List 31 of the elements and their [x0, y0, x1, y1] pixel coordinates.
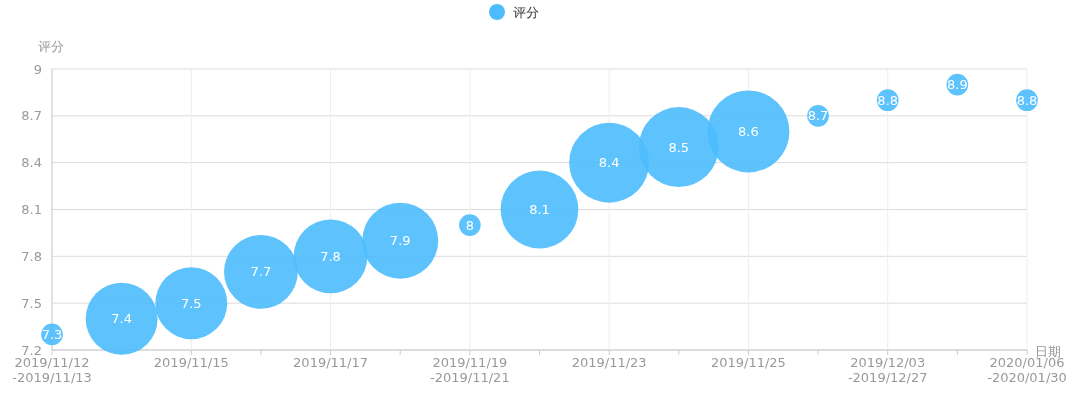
y-tick-label: 7.5	[21, 295, 42, 311]
x-tick-label: 2019/11/19 -2019/11/21	[430, 355, 510, 385]
data-label: 8.6	[738, 123, 759, 139]
data-label: 8.8	[877, 92, 899, 108]
y-axis-title: 评分	[38, 39, 64, 54]
data-label: 7.5	[180, 295, 202, 311]
data-label: 8.9	[947, 77, 968, 93]
y-tick-label: 8.4	[21, 155, 42, 171]
data-label: 7.3	[41, 326, 63, 342]
y-tick-label: 9	[33, 61, 42, 77]
data-label: 8.8	[1016, 92, 1038, 108]
data-label: 8.1	[529, 202, 550, 218]
x-tick-label: 2019/12/03 -2019/12/27	[847, 355, 928, 385]
data-label: 8.4	[598, 155, 620, 171]
y-tick-label: 7.2	[21, 342, 42, 358]
legend-label: 评分	[513, 4, 539, 20]
data-label: 7.7	[250, 264, 272, 280]
y-tick-label: 8.7	[21, 108, 42, 124]
data-label: 7.4	[111, 311, 132, 327]
x-tick-label: 2019/11/23	[571, 355, 647, 370]
x-tick-label: 2019/11/12 -2019/11/13	[12, 355, 92, 385]
data-label: 7.9	[389, 233, 411, 249]
data-label: 8	[465, 217, 474, 233]
data-label: 8.5	[668, 139, 690, 155]
data-label: 8.7	[807, 108, 829, 124]
data-label: 7.8	[320, 248, 341, 264]
x-tick-label: 2019/11/17	[293, 355, 369, 370]
x-tick-label: 2019/11/25	[710, 355, 786, 370]
y-tick-label: 8.1	[21, 202, 42, 218]
y-tick-label: 7.8	[21, 248, 42, 264]
x-tick-label: 2019/11/15	[153, 355, 229, 370]
